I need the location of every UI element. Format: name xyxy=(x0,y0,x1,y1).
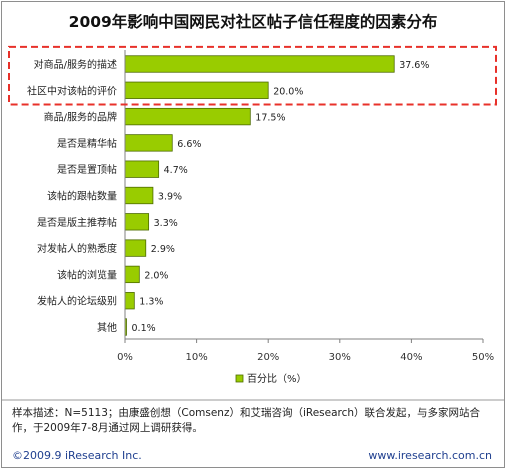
category-label: 是否是精华帖 xyxy=(57,137,117,150)
highlight-box xyxy=(8,45,497,106)
category-label: 社区中对该帖的评价 xyxy=(27,84,117,97)
category-label: 是否是置顶帖 xyxy=(57,163,117,176)
bar-value-label: 17.5% xyxy=(255,113,285,124)
bar-value-label: 20.0% xyxy=(273,86,303,97)
bar xyxy=(124,81,269,99)
bar xyxy=(124,213,150,231)
category-label: 该帖的跟帖数量 xyxy=(47,190,117,203)
category-label: 是否是版主推荐帖 xyxy=(37,216,117,229)
bar-value-label: 3.3% xyxy=(154,218,178,229)
bar-value-label: 2.9% xyxy=(151,244,175,255)
legend-label: 百分比（%） xyxy=(247,373,307,385)
bar xyxy=(124,55,395,73)
bar xyxy=(124,107,251,126)
bar-value-label: 37.6% xyxy=(399,60,429,71)
bar-value-label: 4.7% xyxy=(164,165,188,176)
category-label: 对商品/服务的描述 xyxy=(34,58,117,71)
x-tick-label: 0% xyxy=(117,352,133,363)
category-label: 对发帖人的熟悉度 xyxy=(37,242,117,255)
category-label: 商品/服务的品牌 xyxy=(44,111,117,124)
x-tick-label: 30% xyxy=(329,352,351,363)
x-tick-label: 50% xyxy=(472,352,494,363)
bar-value-label: 3.9% xyxy=(158,192,182,203)
website-link[interactable]: www.iresearch.com.cn xyxy=(368,449,492,462)
bar xyxy=(124,186,154,205)
bar-value-label: 2.0% xyxy=(144,270,168,281)
bar xyxy=(124,134,173,152)
bar xyxy=(124,292,135,310)
x-tick-label: 40% xyxy=(400,352,422,363)
bar xyxy=(124,265,140,284)
chart-title: 2009年影响中国网民对社区帖子信任程度的因素分布 xyxy=(69,12,438,31)
bar-value-label: 6.6% xyxy=(177,139,201,150)
sample-note: 样本描述：N=5113；由康盛创想（Comsenz）和艾瑞咨询（iResearc… xyxy=(12,407,481,434)
bar-value-label: 1.3% xyxy=(139,297,163,308)
bar-value-label: 0.1% xyxy=(132,323,156,334)
category-label: 其他 xyxy=(97,321,117,334)
x-tick-label: 10% xyxy=(185,352,207,363)
copyright-text: ©2009.9 iResearch Inc. xyxy=(12,449,142,462)
category-label: 该帖的浏览量 xyxy=(57,268,117,281)
legend-swatch xyxy=(235,374,244,383)
bar xyxy=(124,160,160,178)
x-tick-label: 20% xyxy=(257,352,279,363)
category-label: 发帖人的论坛级别 xyxy=(37,295,117,308)
bar xyxy=(124,239,147,257)
